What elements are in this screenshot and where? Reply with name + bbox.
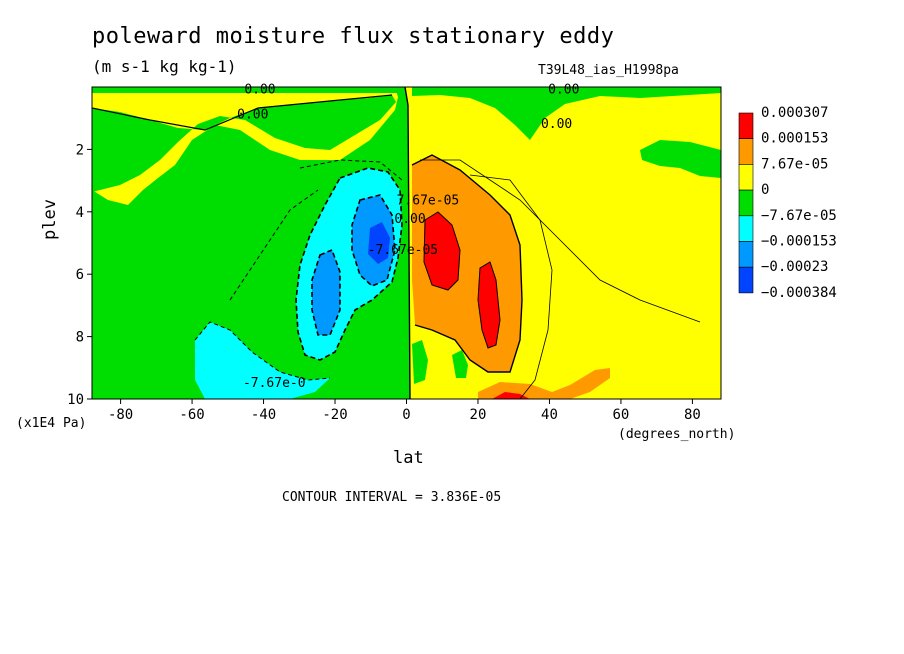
fill-orange-bottom <box>478 368 610 399</box>
legend-swatch-0 <box>738 112 754 140</box>
x-axis-ticks: -80 -60 -40 -20 0 20 40 60 80 <box>108 399 701 423</box>
x-tick-label-3: -20 <box>322 407 347 423</box>
x-tick-label-6: 40 <box>541 407 558 423</box>
legend-label-2: 7.67e-05 <box>761 156 828 172</box>
contour-fills <box>92 87 721 399</box>
legend-label-1: 0.000153 <box>761 131 828 147</box>
contour-labels: 0.00 0.00 0.00 0.00 -7.67e-0 7.67e-05 -7.67e-0… <box>237 83 579 391</box>
x-tick-label-4: 0 <box>402 407 410 423</box>
legend-swatch-2 <box>738 164 754 191</box>
contour-label-6: -7.67e-05 <box>368 243 438 258</box>
contour-interval: CONTOUR INTERVAL = 3.836E-05 <box>282 490 502 505</box>
x-tick-label-0: -80 <box>108 407 133 423</box>
contour-pos-4 <box>420 159 701 323</box>
fill-green-north-top <box>412 87 721 140</box>
y-tick-label-0: 2 <box>76 142 84 158</box>
contour-lines <box>92 87 701 399</box>
contour-neg-dashed-3 <box>351 194 396 287</box>
y-tick-label-2: 6 <box>76 267 84 283</box>
contour-label-3: 0.00 <box>541 117 572 132</box>
fill-blue-core-b <box>312 250 340 335</box>
legend-swatch-3 <box>738 189 754 217</box>
y-tick-label-3: 8 <box>76 330 84 346</box>
x-tick-label-1: -60 <box>179 407 204 423</box>
contour-label-2: 0.00 <box>548 83 579 98</box>
y-tick-label-4: 10 <box>67 392 84 408</box>
fill-red-b <box>478 262 500 348</box>
x-tick-label-8: 80 <box>684 407 701 423</box>
color-legend: 0.000307 0.000153 7.67e-05 0 −7.67e-05 −0.000… <box>738 105 837 301</box>
fill-green-topstrip <box>92 87 400 93</box>
legend-label-6: −0.00023 <box>761 259 828 275</box>
y-tick-label-1: 4 <box>76 205 84 221</box>
fill-cyan-lower <box>195 322 330 399</box>
legend-label-7: −0.000384 <box>761 285 837 301</box>
fill-red-a <box>424 212 460 290</box>
x-tick-label-2: -40 <box>251 407 276 423</box>
fill-green-north-low <box>452 350 468 378</box>
x-axis-label: lat <box>393 448 424 468</box>
contour-pos-5 <box>469 174 553 399</box>
contour-neg-dashed-5 <box>194 321 331 381</box>
contour-label-4: -7.67e-0 <box>243 376 306 391</box>
fill-green-north-b <box>412 340 428 384</box>
contour-pos-1 <box>411 154 523 373</box>
fill-green-top-south <box>92 95 396 192</box>
contour-pos-2 <box>423 211 461 291</box>
fill-green-north-right <box>640 140 721 178</box>
contour-label-0: 0.00 <box>244 83 275 98</box>
run-id: T39L48_ias_H1998pa <box>538 63 679 78</box>
contour-neg-dashed-2 <box>295 167 403 361</box>
contour-label-7: 0.00 <box>394 212 425 227</box>
chart-title: poleward moisture flux stationary eddy <box>92 24 615 49</box>
contour-zero <box>404 87 411 399</box>
legend-swatch-6 <box>738 266 754 294</box>
contour-neg-dashed-6 <box>229 189 319 301</box>
legend-swatch-1 <box>738 138 754 165</box>
x-tick-label-7: 60 <box>613 407 630 423</box>
fill-blue-deep <box>368 222 390 264</box>
contour-neg-dashed-4 <box>311 248 341 336</box>
contour-label-1: 0.00 <box>237 108 268 123</box>
fill-red-bottom <box>492 392 530 399</box>
chart-units: (m s-1 kg kg-1) <box>92 57 237 76</box>
legend-label-0: 0.000307 <box>761 105 828 121</box>
contour-label-5: 7.67e-05 <box>397 193 460 208</box>
legend-swatch-4 <box>738 215 754 242</box>
x-tick-label-5: 20 <box>470 407 487 423</box>
contour-pos-3 <box>477 261 501 349</box>
contour-zero-top <box>92 94 393 131</box>
legend-label-5: −0.000153 <box>761 234 837 250</box>
y-axis-ticks: 2 4 6 8 10 <box>67 142 92 408</box>
legend-swatch-5 <box>738 241 754 268</box>
legend-label-3: 0 <box>761 182 769 198</box>
y-axis-unit: (x1E4 Pa) <box>16 416 87 431</box>
legend-label-4: −7.67e-05 <box>761 208 837 224</box>
x-axis-unit: (degrees_north) <box>618 427 736 442</box>
